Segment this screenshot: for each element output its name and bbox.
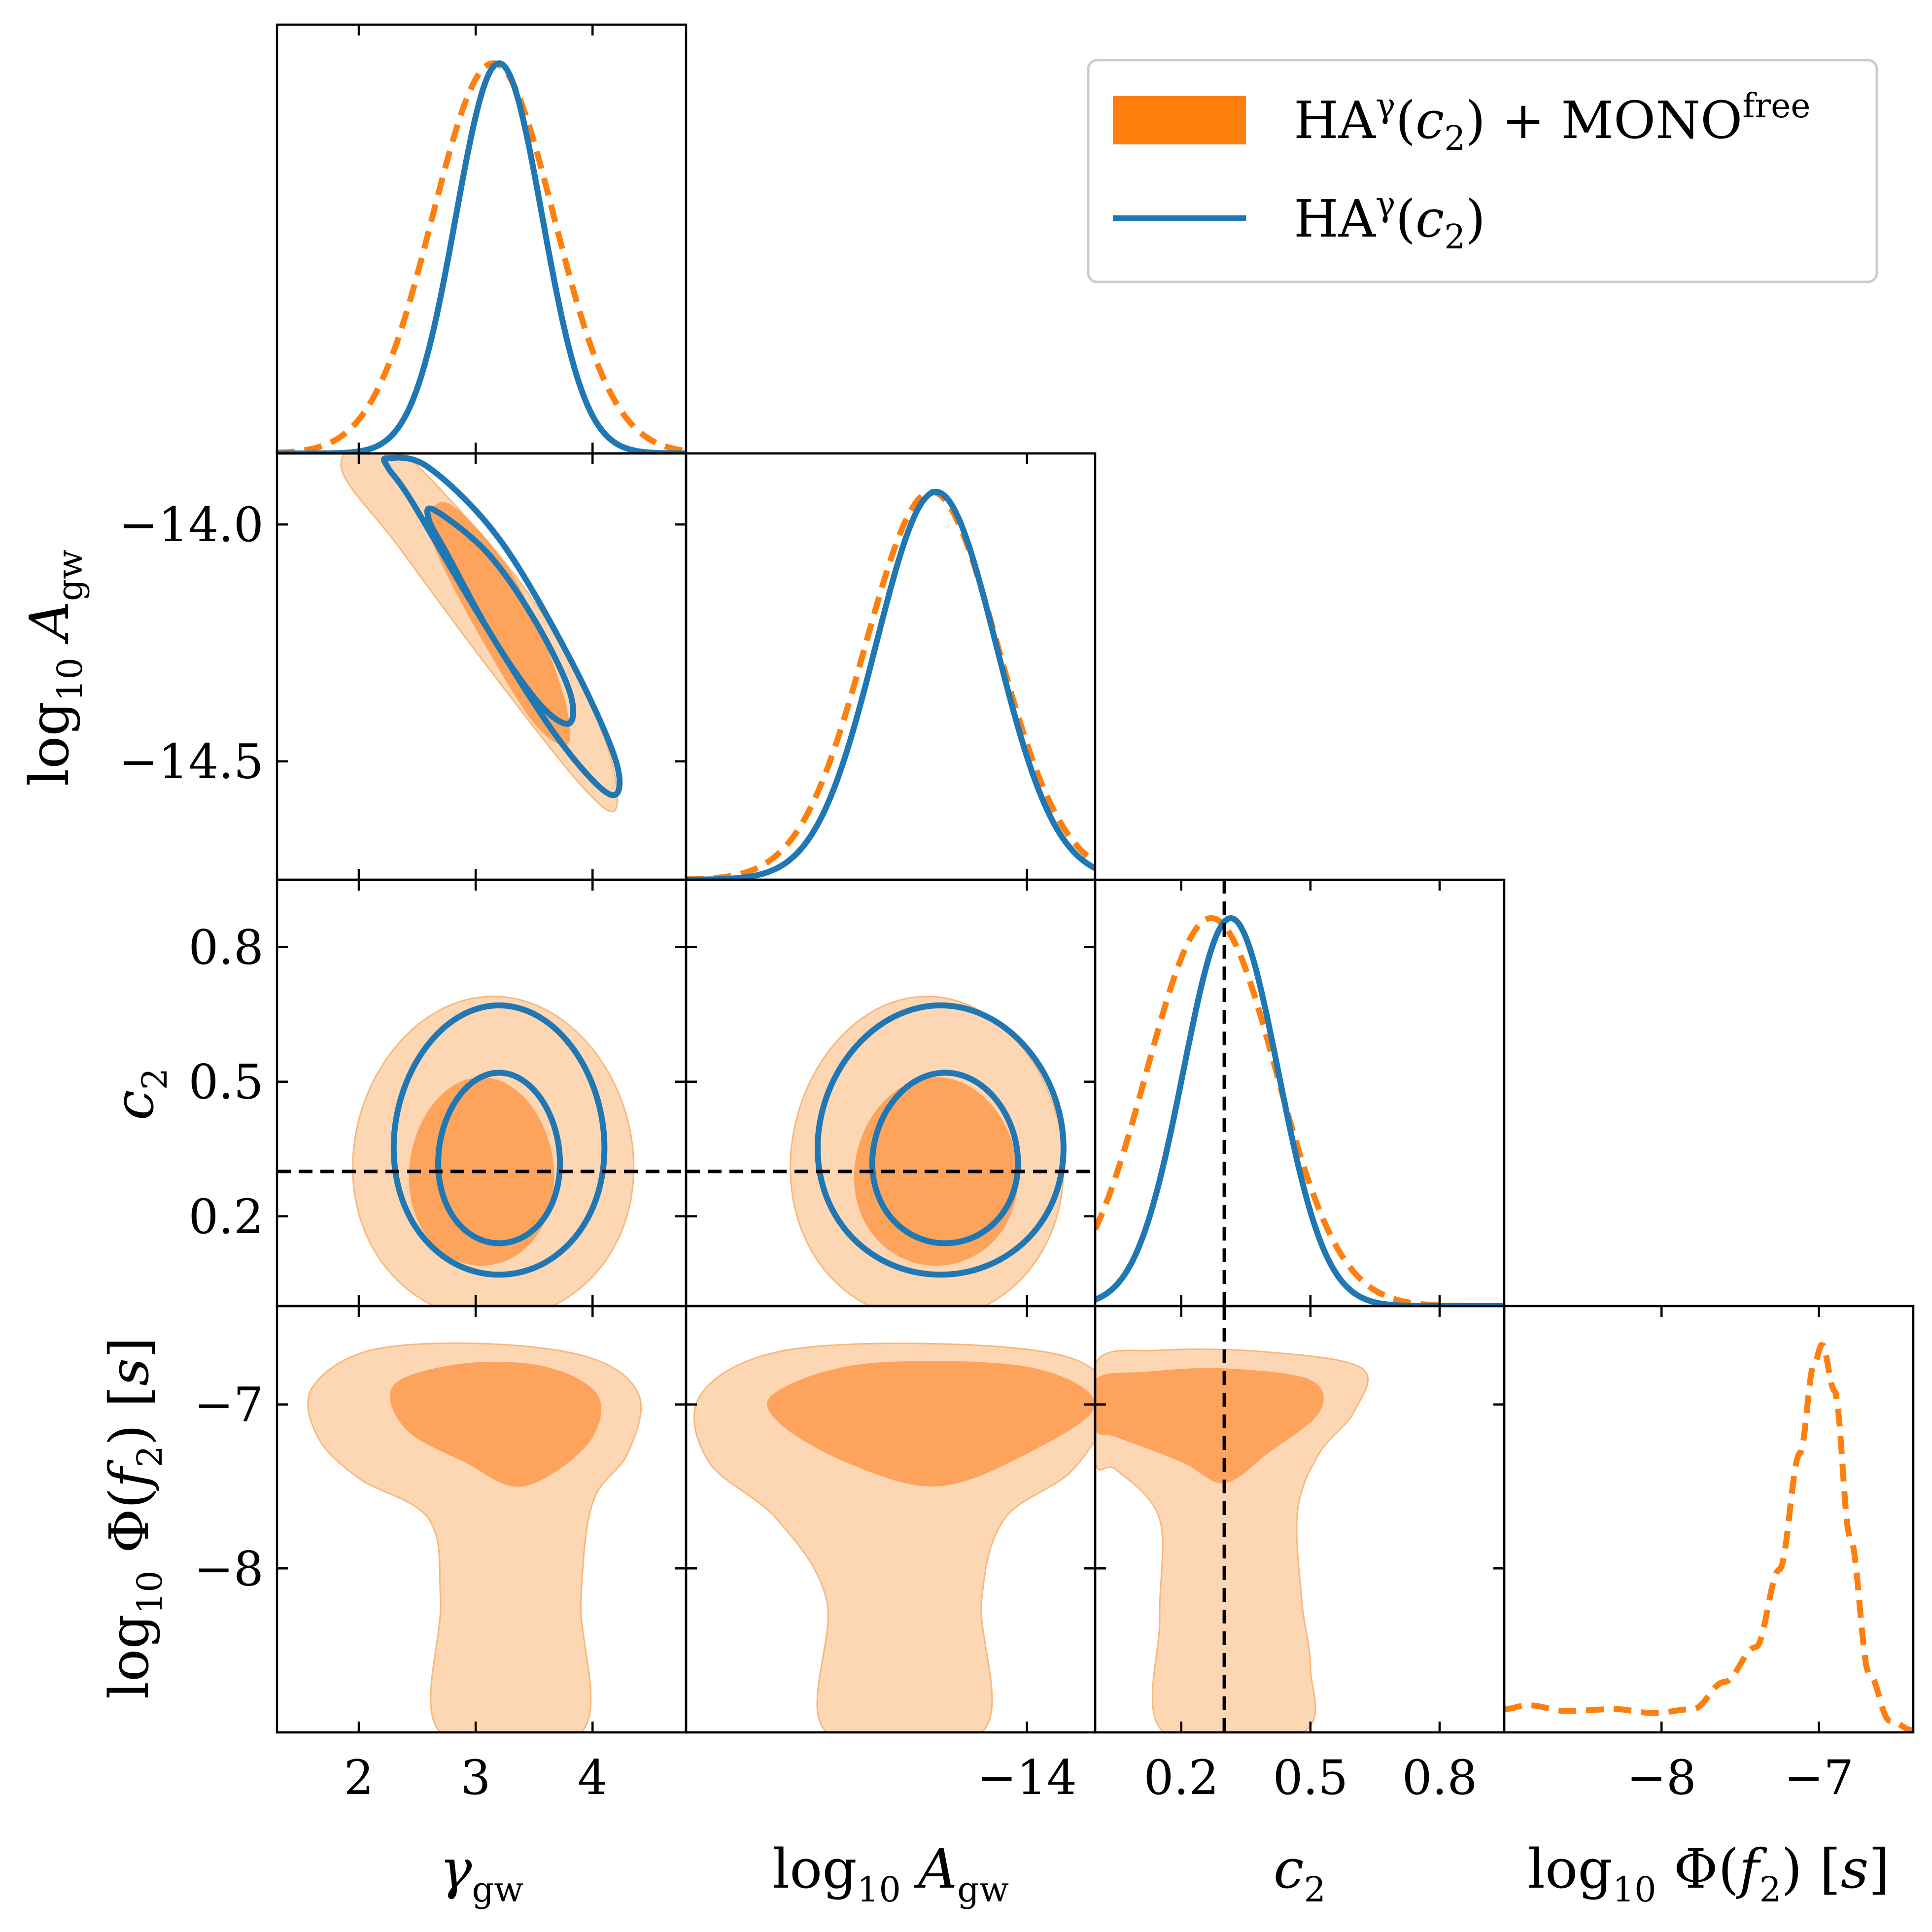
contour-95-blue-gamma-logA — [381, 454, 623, 798]
ylabel-logPhi: log10 Φ(f2) [s] — [98, 1337, 170, 1699]
ytick-label-logPhi: −7 — [194, 1378, 264, 1433]
contour-68-blue-logA-c2 — [869, 1070, 1021, 1246]
panel-frame-1-1 — [685, 452, 1097, 881]
contour-68-orange-gamma-logA — [427, 502, 571, 746]
ytick-label-logA: −14.5 — [119, 734, 264, 790]
xlabel-logPhi: log10 Φ(f2) [s] — [1528, 1837, 1890, 1910]
contour-68-orange-c2-logPhi — [1095, 1368, 1324, 1484]
xtick-label-logA: −14 — [977, 1750, 1077, 1805]
ytick-label-logPhi: −8 — [194, 1541, 264, 1596]
diag-panel-logPhi — [1504, 1342, 1913, 1732]
diag-panel-gamma — [277, 60, 686, 453]
xlabel-gamma: γgw — [440, 1837, 523, 1910]
xtick-label-c2: 0.2 — [1143, 1750, 1219, 1805]
ytick-label-c2: 0.5 — [188, 1055, 264, 1110]
contour-95-blue-logA-c2 — [815, 1002, 1067, 1278]
pair-panel-logA-logPhi — [693, 1343, 1095, 1732]
panel-frames — [276, 23, 1915, 1734]
pair-panel-logA-c2 — [790, 996, 1067, 1306]
ytick-label-c2: 0.2 — [188, 1189, 264, 1244]
plot-content — [277, 60, 1913, 1732]
pair-panel-gamma-c2 — [352, 996, 635, 1306]
xtick-label-gamma: 3 — [461, 1750, 491, 1805]
xtick-label-logPhi: −7 — [1784, 1750, 1854, 1805]
legend: HAγ(c2) + MONOfree HAγ(c2) — [1087, 59, 1878, 283]
contour-95-blue-gamma-c2 — [390, 1002, 608, 1278]
marginal-gamma-orange — [277, 60, 686, 453]
ylabel-logA: log10 Agw — [18, 550, 90, 786]
marginal-c2-orange — [1095, 915, 1504, 1306]
xtick-label-logPhi: −8 — [1626, 1750, 1696, 1805]
legend-swatch-orange — [1113, 96, 1246, 144]
diag-panel-c2 — [1095, 915, 1504, 1306]
panel-frame-3-3 — [1503, 1305, 1915, 1734]
ytick-label-logA: −14.0 — [119, 497, 264, 552]
xtick-label-c2: 0.5 — [1273, 1750, 1348, 1805]
pair-panel-gamma-logPhi — [307, 1342, 642, 1732]
ylabel-c2: c2 — [103, 1068, 175, 1120]
contour-68-blue-gamma-logA — [424, 505, 576, 727]
axis-ticks: 2 3 4 −14 0.2 0.5 0.8 −8 −7 −14.0 −14.5 0.2 0.5 0.8 −8… — [119, 25, 1854, 1805]
contour-68-orange-gamma-logPhi — [390, 1361, 601, 1487]
diag-panel-logA — [686, 488, 1095, 880]
pair-panel-gamma-logA — [340, 453, 623, 813]
marginal-gamma-blue — [277, 60, 686, 453]
ytick-label-c2: 0.8 — [188, 920, 264, 975]
xtick-label-gamma: 4 — [578, 1750, 608, 1805]
marginal-logA-orange — [686, 488, 1095, 880]
xlabel-c2: c2 — [1274, 1837, 1326, 1910]
legend-label-orange: HAγ(c2) + MONOfree — [1294, 87, 1811, 158]
marginal-c2-blue — [1095, 915, 1504, 1306]
marginal-logA-blue — [686, 488, 1095, 880]
panel-frame-2-2 — [1094, 878, 1506, 1308]
pair-panel-c2-logPhi — [1095, 1348, 1369, 1732]
xlabel-logA: log10 Agw — [772, 1837, 1009, 1910]
contour-68-blue-gamma-c2 — [435, 1070, 563, 1246]
xtick-label-gamma: 2 — [344, 1750, 374, 1805]
marginal-logPhi-orange — [1504, 1342, 1913, 1732]
contour-68-orange-logA-logPhi — [767, 1361, 1095, 1487]
xtick-label-c2: 0.8 — [1402, 1750, 1478, 1805]
legend-label-blue: HAγ(c2) — [1294, 185, 1485, 257]
legend-box — [1087, 59, 1878, 283]
